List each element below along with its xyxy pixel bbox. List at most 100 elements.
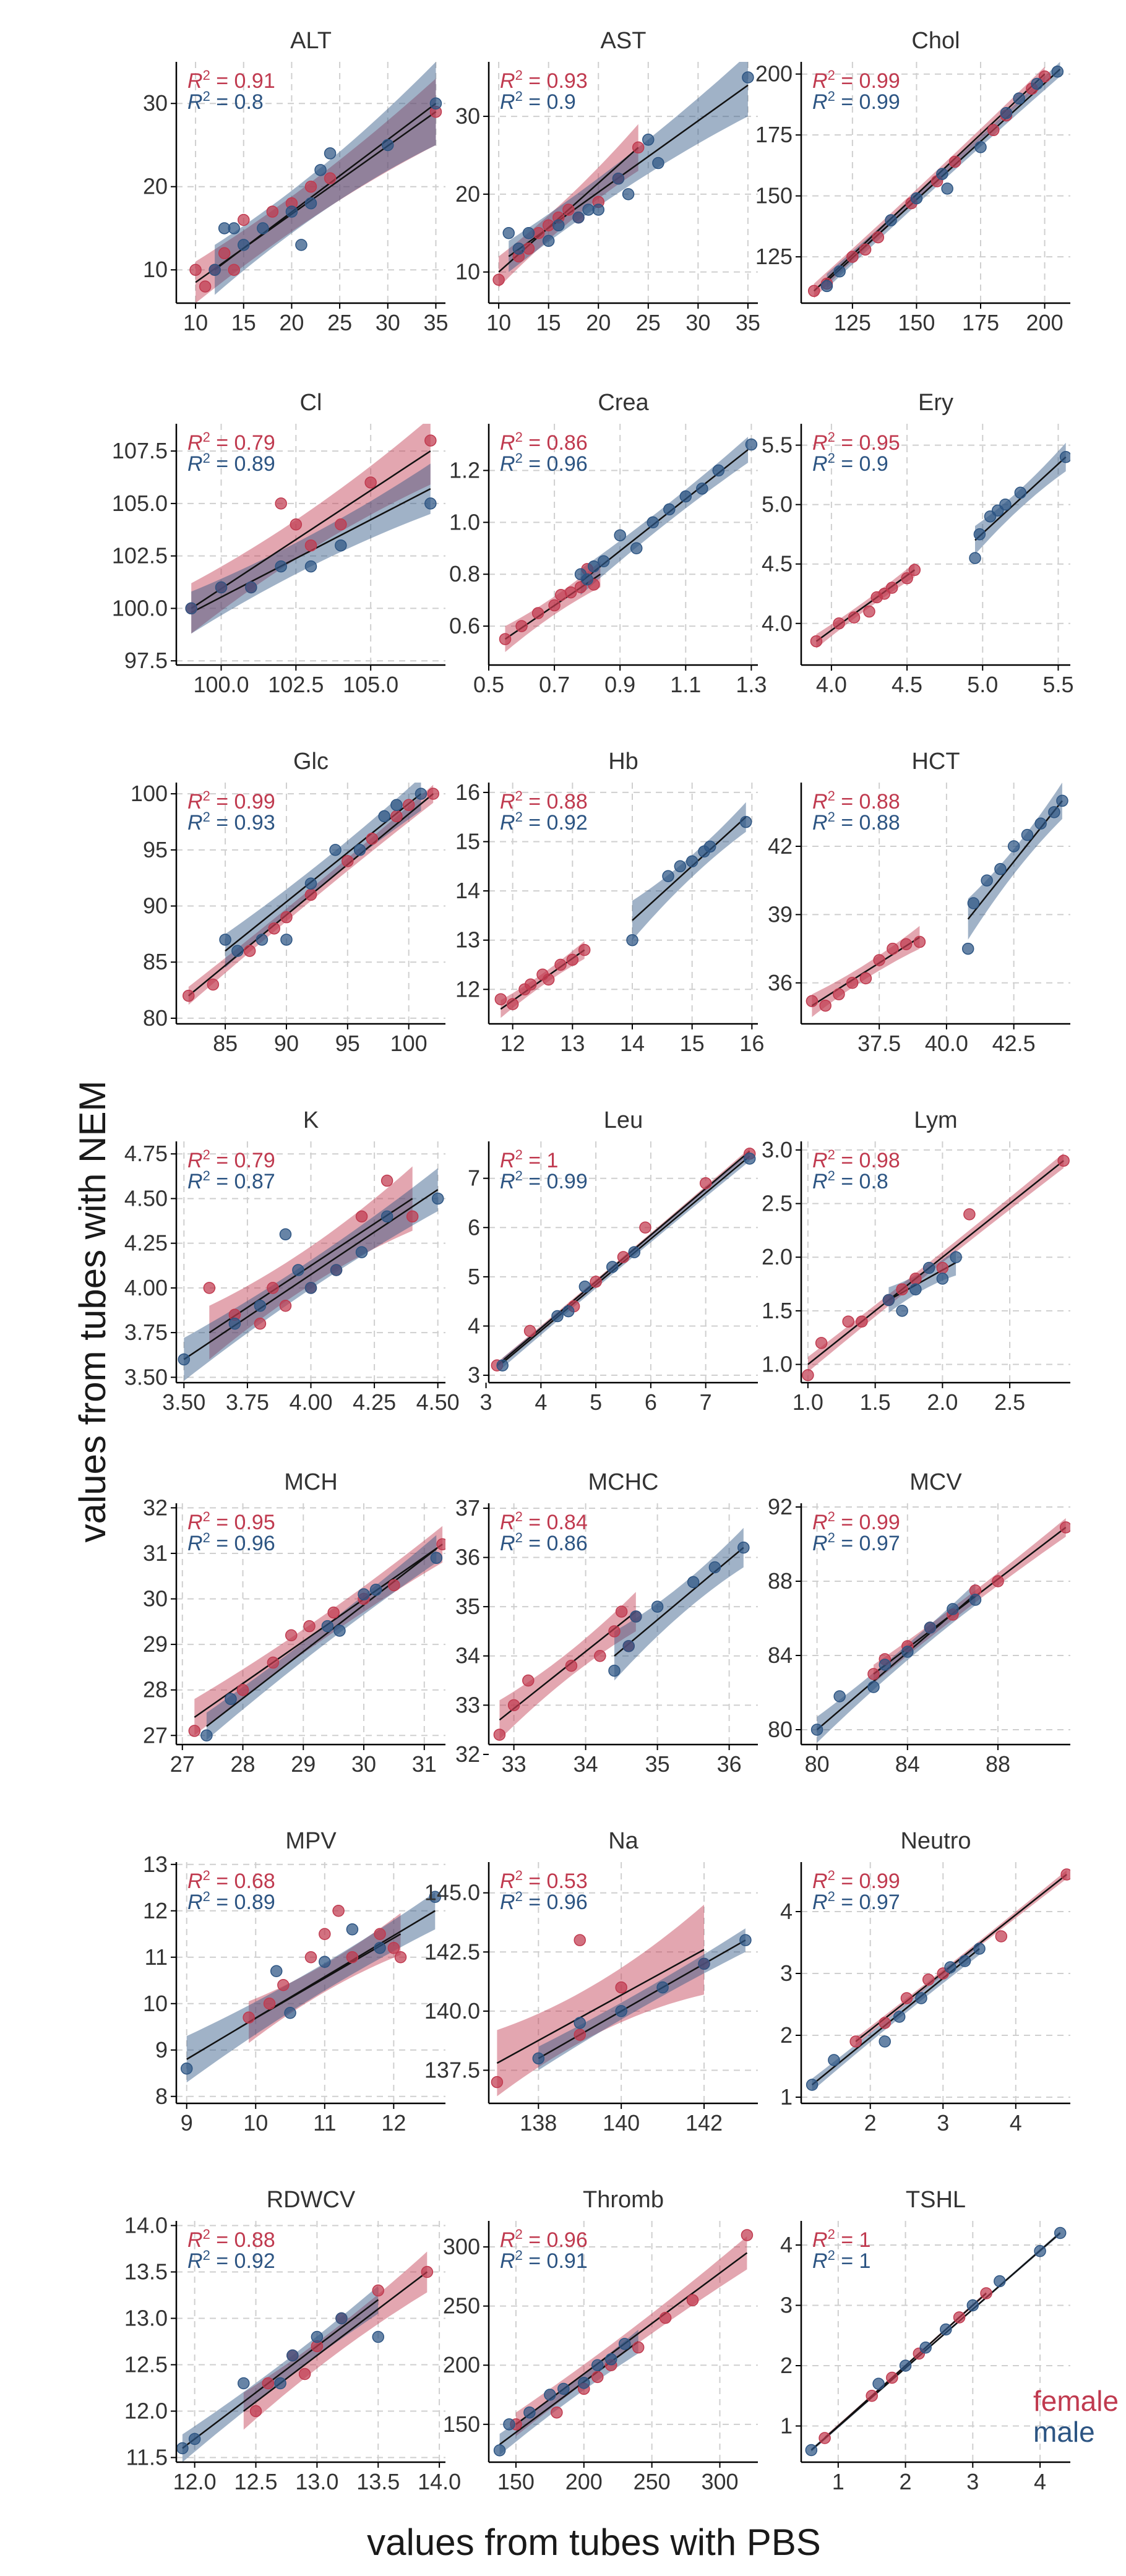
plot-area-ast (492, 62, 754, 288)
data-point-female (285, 1629, 298, 1642)
x-tick-label: 250 (634, 2469, 671, 2494)
data-point-male (994, 863, 1007, 875)
data-point-female (298, 2368, 311, 2381)
y-tick-label: 4.00 (124, 1275, 168, 1300)
data-point-female (228, 264, 240, 276)
data-point-male (936, 1273, 949, 1285)
data-point-female (532, 227, 545, 239)
y-tick-label: 200 (755, 61, 793, 87)
plot-area-chol (807, 62, 1064, 299)
data-point-male (304, 560, 317, 573)
y-tick-label: 0.6 (449, 613, 480, 638)
data-point-male (966, 2299, 979, 2312)
data-point-male (969, 552, 981, 564)
panel-title-rdwcv: RDWCV (267, 2187, 356, 2213)
y-tick-label: 4 (780, 2232, 793, 2257)
y-tick-label: 97.5 (124, 648, 168, 673)
x-tick-label: 10 (243, 2110, 268, 2136)
x-tick-label: 20 (279, 310, 304, 335)
y-tick-label: 150 (443, 2411, 480, 2437)
data-point-female (364, 476, 377, 489)
data-point-female (183, 989, 195, 1002)
data-point-female (249, 2405, 262, 2418)
data-point-female (992, 1575, 1004, 1587)
y-tick-label: 1.0 (449, 509, 480, 535)
data-point-male (382, 139, 394, 152)
data-point-female (346, 1951, 359, 1964)
data-point-female (867, 1668, 880, 1680)
data-point-male (606, 1261, 619, 1273)
data-point-male (284, 2007, 296, 2019)
r2-label-male: R2 = 0.89 (187, 450, 275, 476)
data-point-female (659, 2312, 672, 2324)
data-point-female (335, 518, 347, 531)
r2-label-female: R2 = 0.99 (812, 1509, 900, 1534)
x-tick-label: 175 (962, 310, 999, 335)
r2-label-male: R2 = 0.96 (187, 1530, 275, 1555)
fit-line-male (499, 2340, 639, 2445)
x-tick-label: 15 (536, 310, 561, 335)
data-point-male (292, 1264, 304, 1276)
data-point-male (703, 840, 716, 853)
y-tick-label: 0.8 (449, 561, 480, 586)
y-tick-label: 4 (780, 1899, 793, 1924)
data-point-male (745, 438, 758, 451)
data-point-male (372, 2330, 384, 2343)
y-tick-label: 36 (768, 970, 793, 995)
data-point-male (424, 497, 437, 510)
data-point-male (295, 239, 307, 251)
data-point-female (859, 243, 872, 256)
x-tick-label: 30 (376, 310, 400, 335)
r2-label-male: R2 = 1 (812, 2248, 870, 2273)
r2-label-male: R2 = 0.93 (187, 809, 275, 835)
y-tick-label: 90 (143, 893, 168, 919)
r2-label-female: R2 = 0.53 (500, 1868, 588, 1893)
x-tick-label: 88 (986, 1751, 1010, 1777)
data-point-male (493, 2444, 506, 2457)
panel-title-hct: HCT (911, 749, 960, 775)
panel-title-na: Na (608, 1828, 638, 1854)
data-point-female (493, 1728, 506, 1741)
data-point-male (1034, 2245, 1046, 2257)
data-point-male (872, 2377, 885, 2390)
y-tick-label: 13.5 (124, 2259, 168, 2285)
panel-title-chol: Chol (911, 28, 960, 54)
data-point-female (492, 273, 505, 286)
data-point-female (279, 1300, 292, 1312)
data-point-female (332, 1905, 345, 1917)
y-tick-label: 102.5 (112, 543, 168, 569)
data-point-female (267, 1656, 280, 1669)
y-tick-label: 16 (455, 779, 480, 805)
r2-label-male: R2 = 0.9 (500, 88, 576, 114)
x-tick-label: 3 (966, 2469, 979, 2494)
data-point-female (995, 1930, 1008, 1943)
x-tick-label: 42.5 (992, 1031, 1036, 1056)
data-point-female (491, 2076, 504, 2089)
data-point-male (346, 1923, 359, 1936)
fit-line-female (815, 569, 916, 642)
y-tick-label: 85 (143, 949, 168, 974)
x-tick-label: 2 (864, 2110, 877, 2136)
fit-line-female (496, 1949, 705, 2064)
data-point-male (614, 529, 626, 542)
panel-title-neutro: Neutro (900, 1828, 971, 1854)
r2-label-male: R2 = 0.8 (187, 88, 264, 114)
x-tick-label: 11 (313, 2110, 336, 2136)
data-point-female (896, 1283, 908, 1295)
data-point-male (742, 71, 754, 84)
data-point-male (335, 2312, 348, 2325)
y-tick-label: 1 (780, 2413, 793, 2439)
data-point-male (369, 1584, 382, 1596)
plot-area-mch (188, 1526, 445, 1742)
data-point-female (203, 1282, 216, 1294)
y-tick-label: 3.50 (124, 1364, 168, 1389)
data-point-male (523, 2406, 536, 2419)
data-point-male (687, 1576, 700, 1589)
data-point-female (494, 993, 507, 1005)
fit-line-male (182, 2299, 379, 2449)
plot-area-hct (806, 783, 1068, 1017)
x-tick-label: 7 (700, 1389, 712, 1415)
data-point-male (899, 2359, 912, 2372)
